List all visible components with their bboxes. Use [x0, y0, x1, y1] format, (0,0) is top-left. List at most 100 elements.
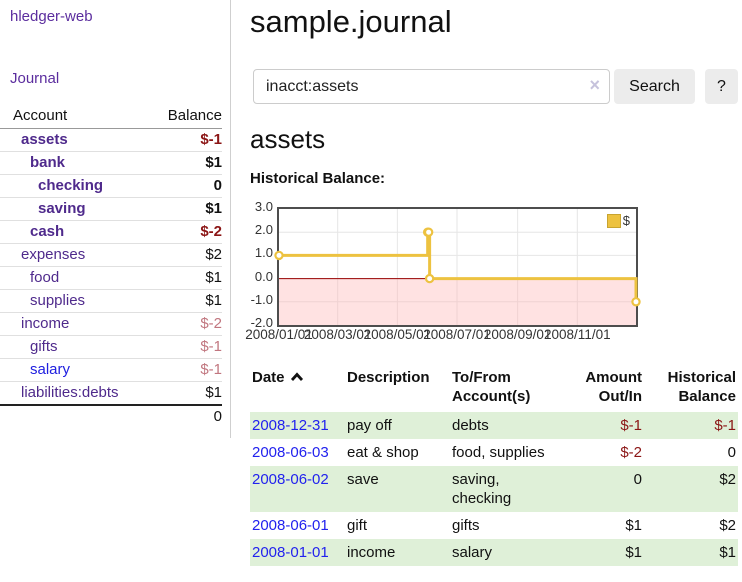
- x-axis-tick-label: 2008/05/01: [363, 327, 432, 342]
- transaction-description: income: [347, 544, 396, 561]
- x-axis-tick-label: 2008/11/01: [544, 327, 611, 342]
- account-row: bank $1: [0, 151, 222, 175]
- account-row: food $1: [0, 266, 222, 290]
- account-link[interactable]: salary: [30, 361, 71, 378]
- y-axis-tick-label: 3.0: [254, 199, 273, 214]
- account-balance: $1: [152, 197, 222, 221]
- account-balance: $-1: [152, 335, 222, 359]
- transaction-date-link[interactable]: 2008-12-31: [252, 417, 329, 434]
- transaction-date-link[interactable]: 2008-06-02: [252, 471, 329, 488]
- chart-plot-area[interactable]: $: [274, 207, 641, 327]
- account-row: supplies $1: [0, 289, 222, 313]
- transaction-description: gift: [347, 517, 368, 534]
- transaction-description: save: [347, 471, 379, 488]
- account-row: checking 0: [0, 174, 222, 198]
- account-heading: assets: [250, 124, 326, 154]
- clear-search-icon[interactable]: ×: [589, 75, 600, 95]
- account-link[interactable]: saving: [38, 200, 86, 217]
- account-balance: $-1: [152, 358, 222, 382]
- register-column-header[interactable]: Date: [250, 366, 345, 412]
- accounts-header-balance: Balance: [152, 104, 222, 129]
- transaction-row[interactable]: 2008-01-01 income salary $1 $1: [250, 539, 738, 566]
- search-button[interactable]: Search: [614, 69, 695, 104]
- account-balance: $1: [152, 289, 222, 313]
- search-input[interactable]: [253, 69, 610, 104]
- legend-label: $: [622, 213, 630, 228]
- sidebar-item-journal[interactable]: Journal: [10, 70, 60, 87]
- transaction-amount: 0: [633, 471, 642, 488]
- account-row: cash $-2: [0, 220, 222, 244]
- account-balance: 0: [152, 174, 222, 198]
- register-column-header[interactable]: Description: [347, 369, 430, 386]
- accounts-table: Account Balance assets $-1 bank $1 checking 0…: [0, 104, 222, 428]
- account-link[interactable]: income: [21, 315, 70, 332]
- account-link[interactable]: assets: [21, 131, 68, 148]
- accounts-total-row: 0: [0, 404, 222, 428]
- transaction-row[interactable]: 2008-06-01 gift gifts $1 $2: [250, 512, 738, 539]
- transaction-accounts: food, supplies: [452, 444, 545, 461]
- transaction-accounts: salary: [452, 544, 493, 561]
- legend-swatch-icon: [606, 213, 621, 228]
- account-link[interactable]: supplies: [30, 292, 86, 309]
- transaction-amount: $1: [625, 544, 642, 561]
- transaction-balance: $-1: [714, 417, 736, 434]
- account-balance: $1: [152, 266, 222, 290]
- account-link[interactable]: checking: [38, 177, 104, 194]
- account-link[interactable]: cash: [30, 223, 65, 240]
- accounts-table-body: assets $-1 bank $1 checking 0 saving $1 cash $-2 e…: [0, 128, 222, 406]
- transaction-row[interactable]: 2008-12-31 pay off debts $-1 $-1: [250, 412, 738, 439]
- account-row: liabilities:debts $1: [0, 381, 222, 406]
- transaction-date-link[interactable]: 2008-01-01: [252, 544, 329, 561]
- account-balance: $-2: [152, 312, 222, 336]
- page-title: sample.journal: [250, 4, 452, 39]
- transaction-balance: 0: [727, 444, 736, 461]
- main-content: sample.journal × Search ? assets Histori…: [245, 0, 738, 582]
- x-axis-tick-label: 2008/01/01: [245, 327, 313, 342]
- x-axis-tick-label: 2008/07/01: [423, 327, 491, 342]
- register-column-header[interactable]: Historical Balance: [667, 369, 736, 405]
- account-balance: $1: [152, 151, 222, 175]
- transaction-description: eat & shop: [347, 444, 419, 461]
- transaction-balance: $2: [719, 517, 736, 534]
- transaction-balance: $2: [719, 471, 736, 488]
- sort-ascending-icon: [290, 372, 303, 381]
- sidebar: hledger-web Journal Account Balance asse…: [0, 0, 231, 438]
- y-axis-tick-label: 1.0: [254, 245, 273, 261]
- transaction-description: pay off: [347, 417, 392, 434]
- account-balance: $1: [152, 381, 222, 406]
- transaction-date-link[interactable]: 2008-06-03: [252, 444, 329, 461]
- transaction-accounts: gifts: [452, 517, 480, 534]
- register-column-header[interactable]: Amount Out/In: [585, 369, 642, 405]
- account-row: gifts $-1: [0, 335, 222, 359]
- transaction-date-link[interactable]: 2008-06-01: [252, 517, 329, 534]
- help-button[interactable]: ?: [705, 69, 738, 104]
- transaction-row[interactable]: 2008-06-02 save saving, checking 0 $2: [250, 466, 738, 512]
- account-link[interactable]: food: [30, 269, 60, 286]
- account-row: assets $-1: [0, 128, 222, 152]
- balance-chart: $ 3.0 2.0 1.0 0.0 -1.0 -2.0 2008/01/01 2008/03…: [245, 199, 738, 349]
- register-column-header[interactable]: To/From Account(s): [452, 369, 531, 405]
- transaction-amount: $-1: [620, 417, 642, 434]
- transaction-amount: $-2: [620, 444, 642, 461]
- account-row: income $-2: [0, 312, 222, 336]
- account-link[interactable]: liabilities:debts: [21, 384, 119, 401]
- account-link[interactable]: gifts: [30, 338, 58, 355]
- chart-legend: $: [606, 213, 630, 228]
- account-row: expenses $2: [0, 243, 222, 267]
- account-link[interactable]: expenses: [21, 246, 86, 263]
- search-row: × Search ?: [250, 69, 738, 104]
- transaction-accounts: saving, checking: [452, 471, 512, 507]
- y-axis-tick-label: -2.0: [250, 315, 273, 330]
- app-title-link[interactable]: hledger-web: [10, 8, 93, 25]
- y-axis-tick-label: 0.0: [254, 268, 273, 284]
- transaction-balance: $1: [719, 544, 736, 561]
- accounts-header-account: Account: [0, 104, 153, 129]
- account-balance: $-1: [152, 128, 222, 152]
- account-balance: $-2: [152, 220, 222, 244]
- accounts-total-balance: 0: [152, 404, 222, 428]
- y-axis-tick-label: 2.0: [254, 222, 273, 238]
- account-link[interactable]: bank: [30, 154, 66, 171]
- transaction-row[interactable]: 2008-06-03 eat & shop food, supplies $-2 0: [250, 439, 738, 466]
- chart-canvas: [274, 209, 641, 325]
- chart-title: Historical Balance:: [250, 170, 386, 187]
